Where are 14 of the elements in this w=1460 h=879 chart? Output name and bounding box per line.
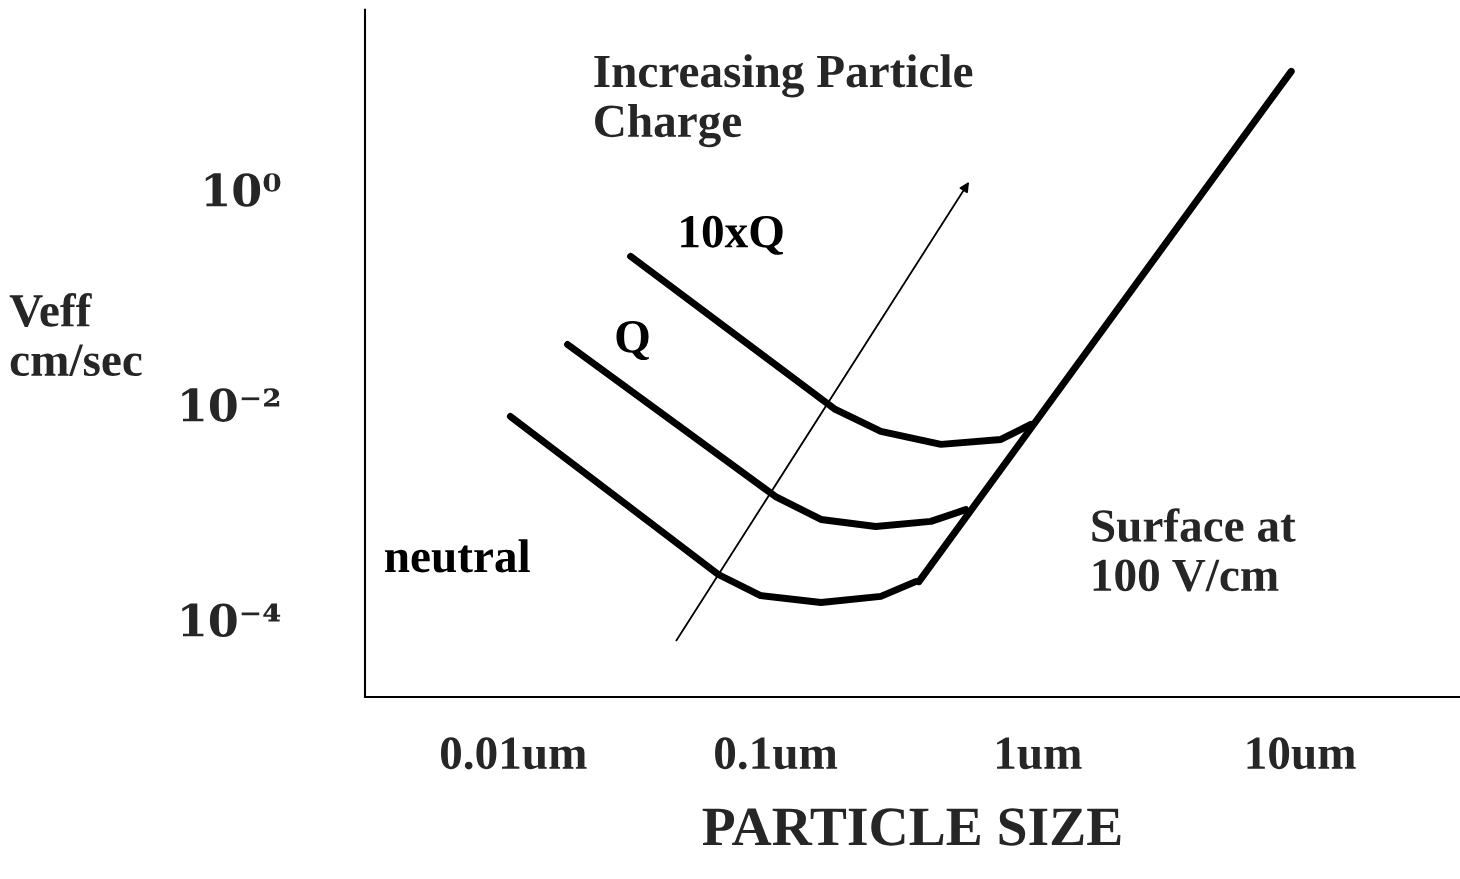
x-axis-title: PARTICLE SIZE [702, 808, 1121, 846]
y-axis-title: Veff cm/sec [9, 293, 142, 377]
series-label: 10xQ [681, 215, 783, 255]
x-tick-label: 0.1um [715, 737, 838, 770]
series-label: Q [616, 321, 649, 361]
x-tick-label: 1um [997, 737, 1082, 770]
annotation: Surface at 100 V/cm [1092, 508, 1296, 592]
x-tick-label: 10um [1247, 737, 1356, 770]
y-tick-label: 10⁻⁴ [182, 603, 281, 637]
series-label: neutral [385, 539, 530, 573]
x-tick-label: 0.01um [440, 737, 587, 770]
y-tick-label: 10⁻² [182, 388, 280, 422]
annotation: Increasing Particle Charge [594, 54, 973, 148]
y-tick-label: 10⁰ [205, 173, 281, 207]
